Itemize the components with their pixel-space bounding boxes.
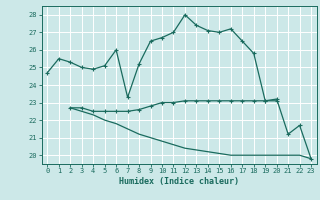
- X-axis label: Humidex (Indice chaleur): Humidex (Indice chaleur): [119, 177, 239, 186]
